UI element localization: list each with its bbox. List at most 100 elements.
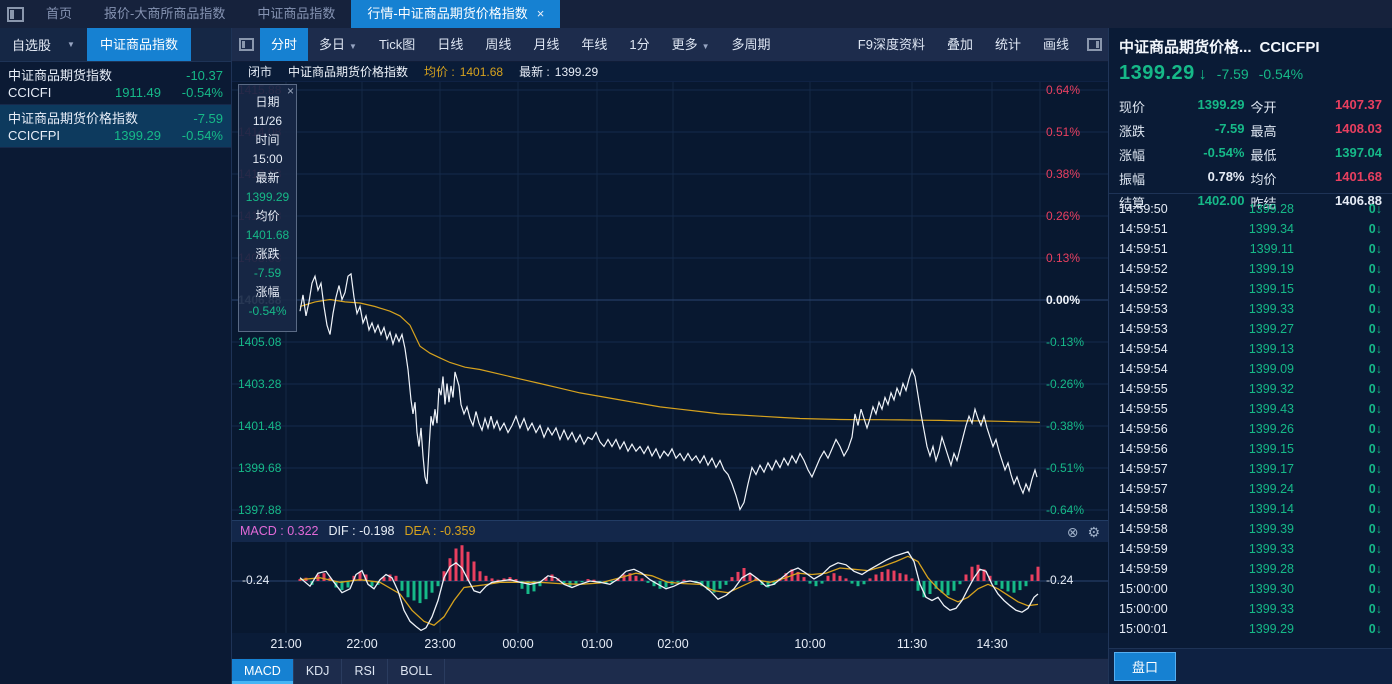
stat-value: 1408.03: [1335, 121, 1382, 136]
toolbar-button[interactable]: 叠加: [946, 37, 973, 52]
toolbar-button[interactable]: 统计: [994, 37, 1021, 52]
time-axis-label: 00:00: [502, 637, 534, 651]
trade-row[interactable]: 15:00:00 1399.30 0↓: [1119, 579, 1382, 599]
trade-row[interactable]: 14:59:52 1399.19 0↓: [1119, 259, 1382, 279]
trade-row[interactable]: 14:59:59 1399.28 0↓: [1119, 559, 1382, 579]
watchlist-quote-item[interactable]: 中证商品期货价格指数 -7.59 CCICFPI 1399.29 -0.54%: [0, 105, 231, 148]
stat-label: 最高: [1250, 124, 1277, 139]
quote-price: 1911.49: [114, 85, 161, 100]
trade-time: 14:59:54: [1119, 342, 1168, 356]
trade-volume: 0↓: [1368, 222, 1382, 236]
quote-name: 中证商品期货指数: [8, 68, 113, 83]
tooltip-value: 1401.68: [245, 228, 290, 242]
toolbar-button[interactable]: 画线: [1042, 37, 1069, 52]
macd-chart-svg[interactable]: [232, 542, 1108, 633]
toolbar-button[interactable]: Tick图: [368, 28, 426, 61]
panel-toggle-right-icon[interactable]: [1080, 28, 1108, 61]
trade-time: 14:59:58: [1119, 522, 1168, 536]
panel-toggle-left-icon[interactable]: [0, 0, 30, 28]
trade-row[interactable]: 14:59:57 1399.17 0↓: [1119, 459, 1382, 479]
trade-row[interactable]: 14:59:51 1399.34 0↓: [1119, 219, 1382, 239]
macd-pane[interactable]: -0.24 -0.24: [232, 542, 1108, 633]
tooltip-label: 日期: [255, 95, 280, 109]
watchlist-group-dropdown[interactable]: 自选股 ▼: [0, 28, 87, 61]
trade-row[interactable]: 14:59:56 1399.15 0↓: [1119, 439, 1382, 459]
top-tab[interactable]: 中证商品指数: [241, 0, 351, 28]
trade-row[interactable]: 15:00:01 1399.29 0↓: [1119, 619, 1382, 639]
trade-volume: 0↓: [1368, 362, 1382, 376]
arrow-down-icon: ↓: [1375, 322, 1382, 336]
toolbar-button[interactable]: 多周期: [721, 28, 782, 61]
trade-row[interactable]: 14:59:58 1399.14 0↓: [1119, 499, 1382, 519]
change-value: -7.59: [1216, 66, 1249, 82]
stat-label: 今开: [1250, 100, 1277, 115]
trade-time: 14:59:55: [1119, 382, 1168, 396]
indicator-tab[interactable]: MACD: [232, 659, 294, 684]
indicator-tab[interactable]: RSI: [342, 659, 389, 684]
trade-row[interactable]: 14:59:57 1399.24 0↓: [1119, 479, 1382, 499]
trade-row[interactable]: 14:59:53 1399.27 0↓: [1119, 319, 1382, 339]
tick-trade-list[interactable]: 14:59:50 1399.28 0↓ 14:59:51 1399.34 0↓ 14:59:…: [1109, 194, 1392, 648]
trade-time: 14:59:59: [1119, 562, 1168, 576]
indicator-header: MACD : 0.322 DIF : -0.198 DEA : -0.359 ⊗ ⚙: [232, 520, 1108, 542]
trade-row[interactable]: 14:59:50 1399.28 0↓: [1119, 199, 1382, 219]
chart-main-area: 分时 多日 ▼ Tick图 日线 周线 月线 年线 1分 更多 ▼ 多周期 F9深度资料 叠加 统计 画线 …: [232, 28, 1108, 684]
trade-time: 14:59:50: [1119, 202, 1168, 216]
trade-row[interactable]: 14:59:58 1399.39 0↓: [1119, 519, 1382, 539]
stat-label: 最低: [1250, 148, 1277, 163]
trade-row[interactable]: 14:59:56 1399.26 0↓: [1119, 419, 1382, 439]
trade-row[interactable]: 14:59:54 1399.09 0↓: [1119, 359, 1382, 379]
toolbar-button[interactable]: 分时: [260, 28, 309, 61]
quote-name: 中证商品期货价格...: [1119, 39, 1252, 56]
close-icon[interactable]: ×: [286, 84, 294, 98]
trade-row[interactable]: 14:59:55 1399.32 0↓: [1119, 379, 1382, 399]
quote-row-1: 中证商品期货指数 -10.37: [8, 67, 223, 84]
trade-price: 1399.30: [1248, 582, 1294, 596]
stat-value: 1406.88: [1335, 193, 1382, 208]
close-icon[interactable]: ×: [536, 6, 545, 21]
minute-chart-svg[interactable]: [232, 82, 1108, 520]
indicator-tab[interactable]: KDJ: [294, 659, 343, 684]
toolbar-button[interactable]: 1分: [618, 28, 660, 61]
trade-volume: 0↓: [1368, 382, 1382, 396]
top-tab[interactable]: 首页: [30, 0, 88, 28]
time-axis-label: 02:00: [657, 637, 689, 651]
toolbar-button[interactable]: 月线: [522, 28, 570, 61]
trade-price: 1399.26: [1248, 422, 1294, 436]
trade-volume: 0↓: [1368, 542, 1382, 556]
indicator-tab[interactable]: BOLL: [388, 659, 446, 684]
chart-status-bar: 闭市 中证商品期货价格指数 均价 :1401.68 最新 :1399.29: [232, 62, 1108, 82]
trade-row[interactable]: 14:59:53 1399.33 0↓: [1119, 299, 1382, 319]
minute-chart[interactable]: 1415.881414.081412.281410.481408.681406.…: [232, 82, 1108, 520]
trade-row[interactable]: 14:59:51 1399.11 0↓: [1119, 239, 1382, 259]
order-book-button[interactable]: 盘口: [1114, 652, 1177, 681]
trade-row[interactable]: 14:59:52 1399.15 0↓: [1119, 279, 1382, 299]
watchlist-quote-item[interactable]: 中证商品期货指数 -10.37 CCICFI 1911.49 -0.54%: [0, 62, 231, 105]
tooltip-value: 1399.29: [245, 190, 290, 204]
toolbar-button[interactable]: 多日 ▼: [308, 28, 368, 61]
percent-axis-label: -0.64%: [1046, 503, 1085, 517]
toolbar-button[interactable]: F9深度资料: [857, 37, 925, 52]
close-circle-icon[interactable]: ⊗: [1066, 523, 1079, 540]
time-axis-label: 22:00: [346, 637, 378, 651]
gear-icon[interactable]: ⚙: [1087, 523, 1100, 540]
panel-toggle-left-icon[interactable]: [232, 28, 260, 61]
trade-time: 14:59:59: [1119, 542, 1168, 556]
trade-time: 14:59:52: [1119, 262, 1168, 276]
top-tab-label: 首页: [46, 6, 73, 21]
trade-row[interactable]: 14:59:54 1399.13 0↓: [1119, 339, 1382, 359]
toolbar-button[interactable]: 更多 ▼: [661, 28, 721, 61]
sidebar-group-tab-active[interactable]: 中证商品指数: [86, 28, 191, 61]
trade-row[interactable]: 15:00:00 1399.33 0↓: [1119, 599, 1382, 619]
top-tab[interactable]: 行情-中证商品期货价格指数 ×: [351, 0, 561, 28]
arrow-down-icon: ↓: [1375, 302, 1382, 316]
trade-row[interactable]: 14:59:55 1399.43 0↓: [1119, 399, 1382, 419]
stat-label: 昨结: [1250, 196, 1277, 211]
toolbar-button[interactable]: 年线: [570, 28, 618, 61]
toolbar-button-label: 更多: [671, 37, 698, 52]
toolbar-button[interactable]: 日线: [426, 28, 474, 61]
top-tab[interactable]: 报价-大商所商品指数: [88, 0, 241, 28]
trade-row[interactable]: 14:59:59 1399.33 0↓: [1119, 539, 1382, 559]
toolbar-button[interactable]: 周线: [474, 28, 522, 61]
trade-price: 1399.17: [1248, 462, 1294, 476]
